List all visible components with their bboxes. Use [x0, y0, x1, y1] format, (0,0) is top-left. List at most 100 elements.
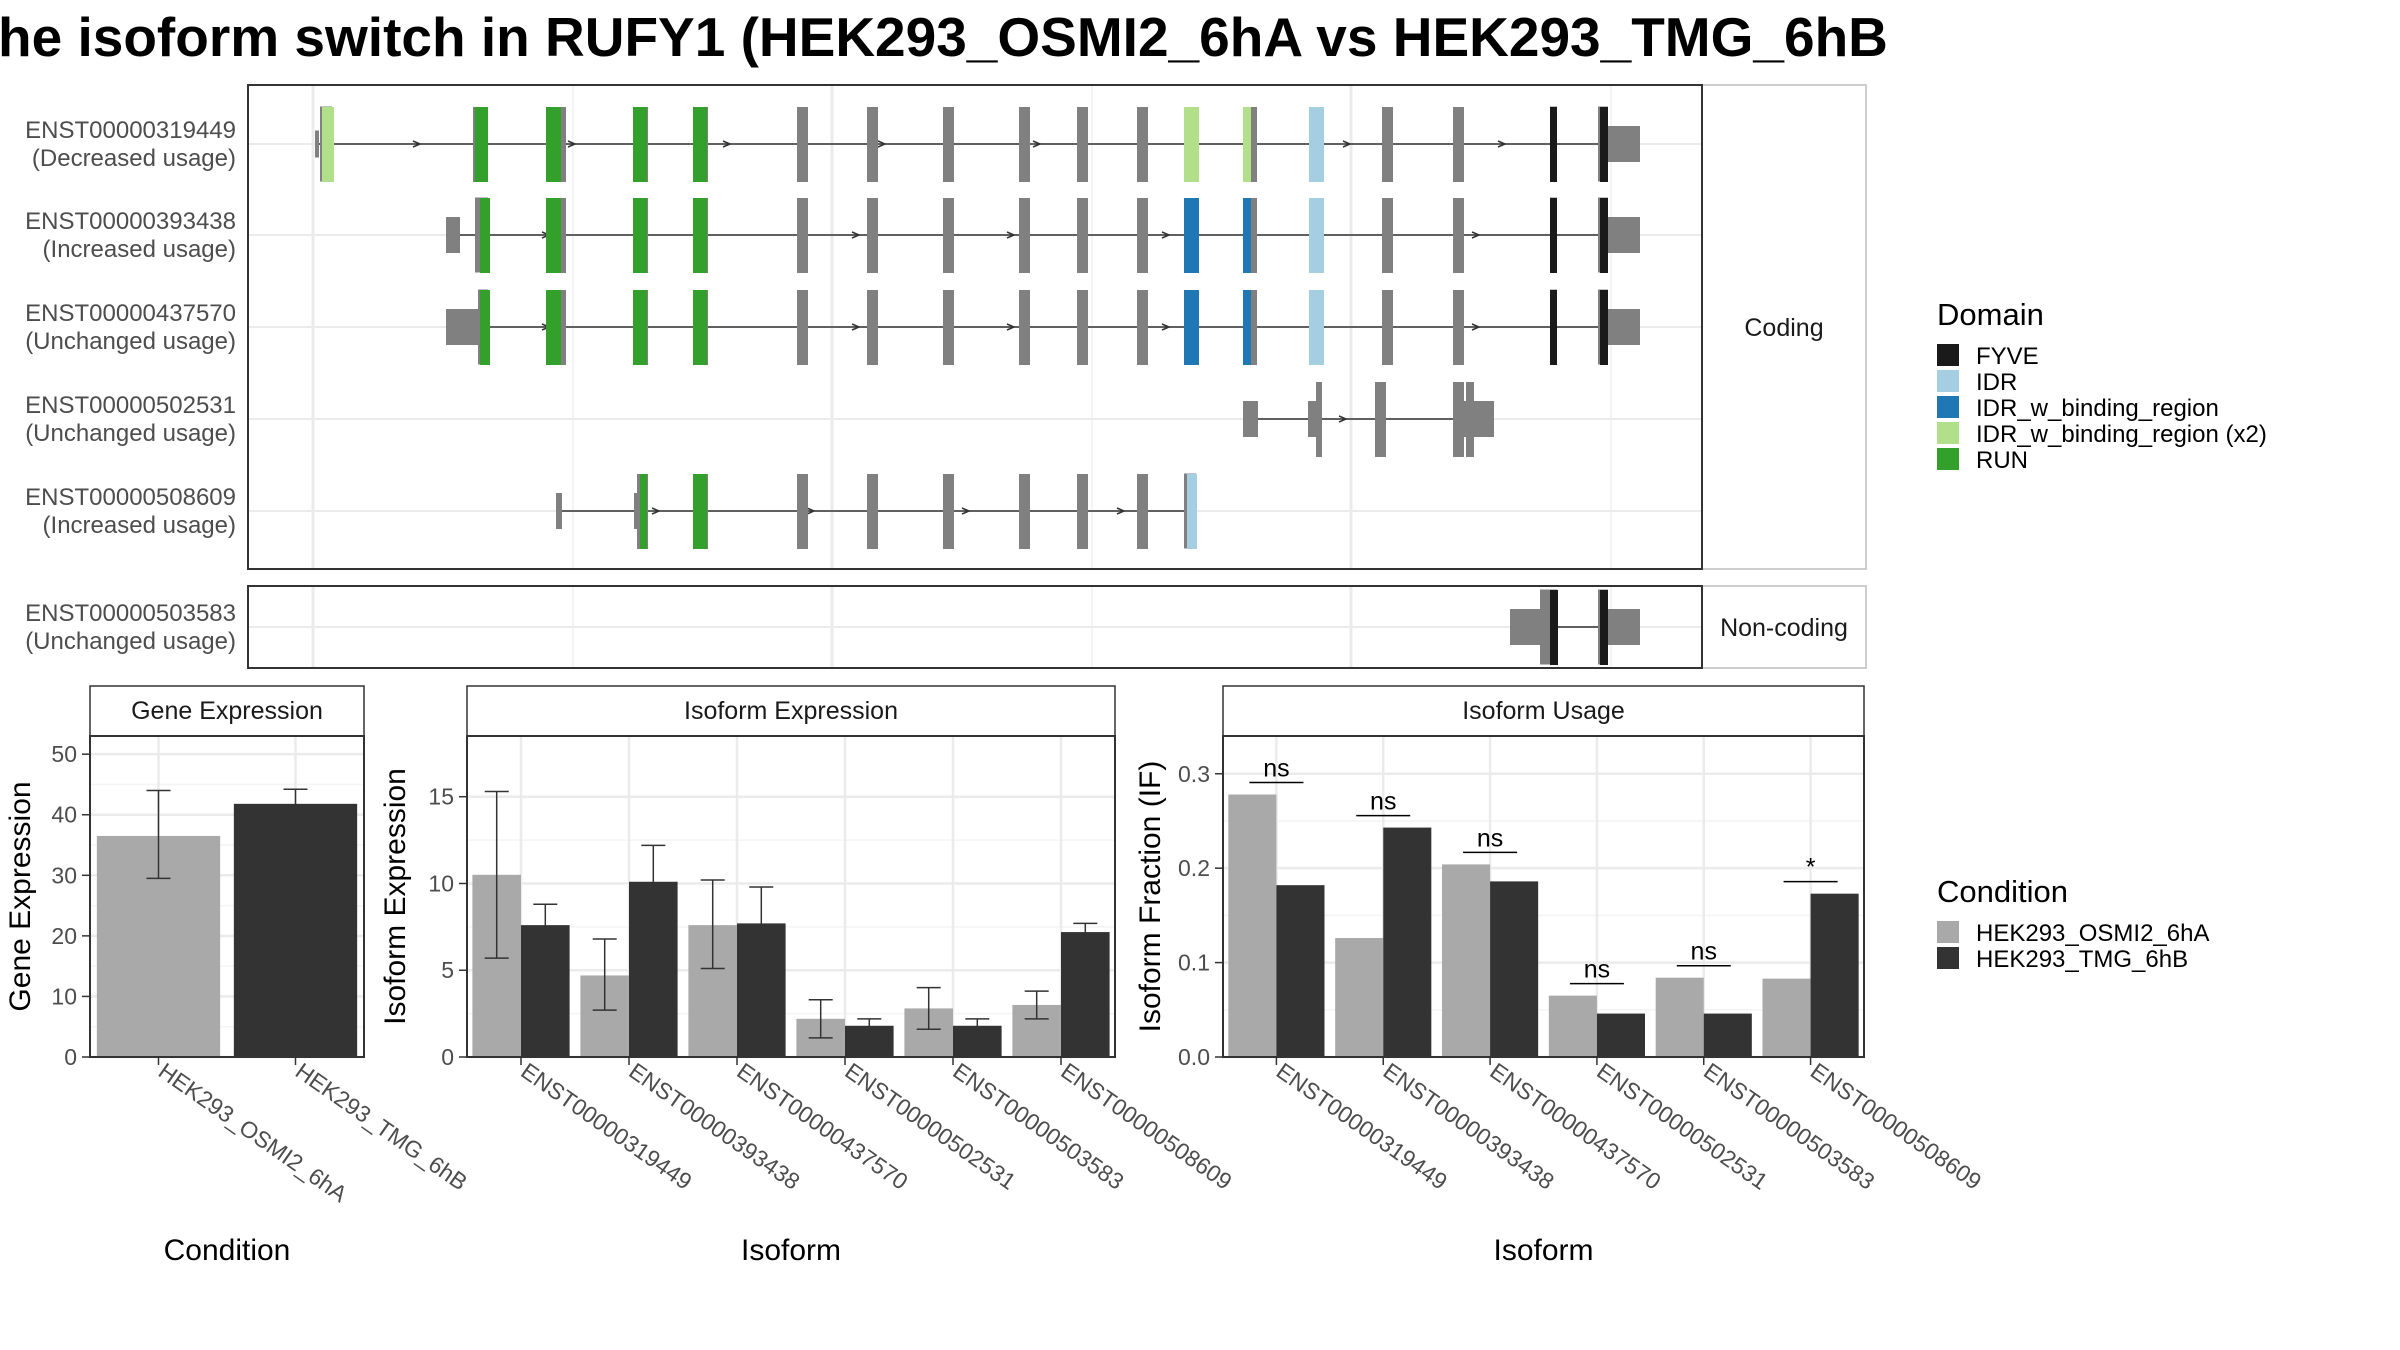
cds-exon: [1453, 107, 1464, 182]
strand-arrow: [851, 323, 861, 331]
domain-legend-label: IDR: [1976, 369, 2017, 396]
structure-panel-border: [247, 585, 1703, 669]
bar-panel: Isoform Expression051015ENST00000319449E…: [379, 685, 1237, 1267]
domain-block: [546, 107, 561, 182]
domain-block: [1187, 474, 1197, 549]
domain-block: [633, 198, 647, 273]
domain-block: [1243, 290, 1251, 365]
transcript-usage-label: (Decreased usage): [32, 145, 236, 172]
cds-exon: [1077, 290, 1088, 365]
strand-arrow: [1471, 323, 1481, 331]
panel-strip: [89, 685, 365, 737]
cds-exon: [1375, 382, 1386, 457]
condition-legend-label: HEK293_OSMI2_6hA: [1976, 920, 2209, 947]
domain-block: [633, 290, 647, 365]
domain-block: [693, 107, 707, 182]
bar: [1335, 938, 1384, 1057]
domain-legend-label: FYVE: [1976, 343, 2039, 370]
cds-exon: [867, 198, 878, 273]
domain-block: [1600, 290, 1608, 365]
y-tick-label: 30: [51, 862, 77, 888]
x-tick-label: ENST00000437570: [1485, 1058, 1665, 1195]
cds-exon: [797, 474, 808, 549]
y-tick-label: 0.1: [1178, 950, 1210, 976]
utr-exon: [446, 217, 460, 253]
facet-strip: [1701, 84, 1867, 570]
y-tick-label: 40: [51, 802, 77, 828]
strand-arrow: [961, 507, 971, 515]
domain-block: [1600, 198, 1608, 273]
utr-exon: [1608, 609, 1640, 645]
domain-block: [480, 198, 490, 273]
strand-arrow: [1116, 507, 1126, 515]
panel-border: [466, 735, 1116, 1058]
cds-exon: [1453, 382, 1464, 457]
domain-block: [1600, 590, 1608, 665]
cds-exon: [943, 474, 954, 549]
utr-exon: [1608, 126, 1640, 162]
cds-exon: [797, 290, 808, 365]
domain-block: [1309, 198, 1324, 273]
y-tick-label: 0.0: [1178, 1044, 1210, 1070]
panel-strip: [1222, 685, 1865, 737]
y-tick-label: 0.2: [1178, 855, 1210, 881]
panel-border: [89, 735, 365, 1058]
cds-exon: [1137, 198, 1148, 273]
domain-block: [1243, 107, 1251, 182]
transcript-id-label: ENST00000437570: [25, 300, 236, 327]
strand-arrow: [1342, 140, 1352, 148]
y-tick-label: 10: [428, 870, 454, 896]
cds-exon: [943, 290, 954, 365]
transcript-structure-plot: Coding Non-coding ENST00000319449(Decrease…: [25, 84, 1867, 669]
significance-label: ns: [1370, 788, 1396, 816]
expression-bar-charts: Gene Expression01020304050HEK293_OSMI2_6…: [4, 685, 1986, 1267]
strand-arrow: [1006, 231, 1016, 239]
y-tick-label: 15: [428, 784, 454, 810]
transcript-id-label: ENST00000502531: [25, 392, 236, 419]
x-tick-label: ENST00000502531: [1592, 1058, 1772, 1195]
domain-block: [1550, 590, 1558, 665]
bar: [1061, 932, 1110, 1057]
domain-block: [1550, 290, 1557, 365]
transcript-id-label: ENST00000503583: [25, 600, 236, 627]
cds-exon: [1137, 474, 1148, 549]
y-axis-title: Isoform Expression: [379, 768, 412, 1025]
panel-title: Isoform Usage: [1462, 697, 1625, 725]
panel-strip: [466, 685, 1116, 737]
strand-arrow: [851, 231, 861, 239]
cds-exon: [1077, 474, 1088, 549]
x-tick-label: ENST00000503583: [1699, 1058, 1879, 1195]
domain-legend-key: [1937, 448, 1959, 470]
y-axis-title: Isoform Fraction (IF): [1134, 761, 1167, 1033]
strand-arrow: [722, 140, 732, 148]
domain-legend-label: IDR_w_binding_region (x2): [1976, 421, 2267, 448]
domain-block: [1184, 198, 1199, 273]
domain-block: [693, 474, 707, 549]
domain-block: [546, 198, 561, 273]
domain-legend-key: [1937, 422, 1959, 444]
bar: [1442, 864, 1491, 1057]
structure-panel-border: [247, 84, 1703, 570]
condition-legend-key: [1937, 921, 1959, 943]
strand-arrow: [1497, 140, 1507, 148]
figure-title: he isoform switch in RUFY1 (HEK293_OSMI2…: [0, 6, 1888, 68]
cds-exon: [1019, 198, 1030, 273]
bar: [1228, 794, 1277, 1057]
y-tick-label: 10: [51, 983, 77, 1009]
x-tick-label: ENST00000508609: [1056, 1058, 1236, 1195]
cds-exon: [797, 107, 808, 182]
transcript-usage-label: (Unchanged usage): [25, 420, 236, 447]
domain-block: [1243, 198, 1251, 273]
cds-exon: [1077, 107, 1088, 182]
transcript-id-label: ENST00000393438: [25, 208, 236, 235]
transcript-usage-label: (Increased usage): [43, 512, 236, 539]
bar: [521, 925, 570, 1057]
domain-block: [1550, 107, 1557, 182]
bar-panel: Isoform Usage ns ns ns ns ns * 0.0 0.1 0.2 0.3 ENST…: [1134, 685, 1986, 1267]
bar: [1762, 978, 1811, 1057]
strand-arrow: [412, 140, 422, 148]
transcript-usage-label: (Unchanged usage): [25, 328, 236, 355]
condition-legend-label: HEK293_TMG_6hB: [1976, 946, 2188, 973]
utr-exon: [315, 130, 319, 158]
